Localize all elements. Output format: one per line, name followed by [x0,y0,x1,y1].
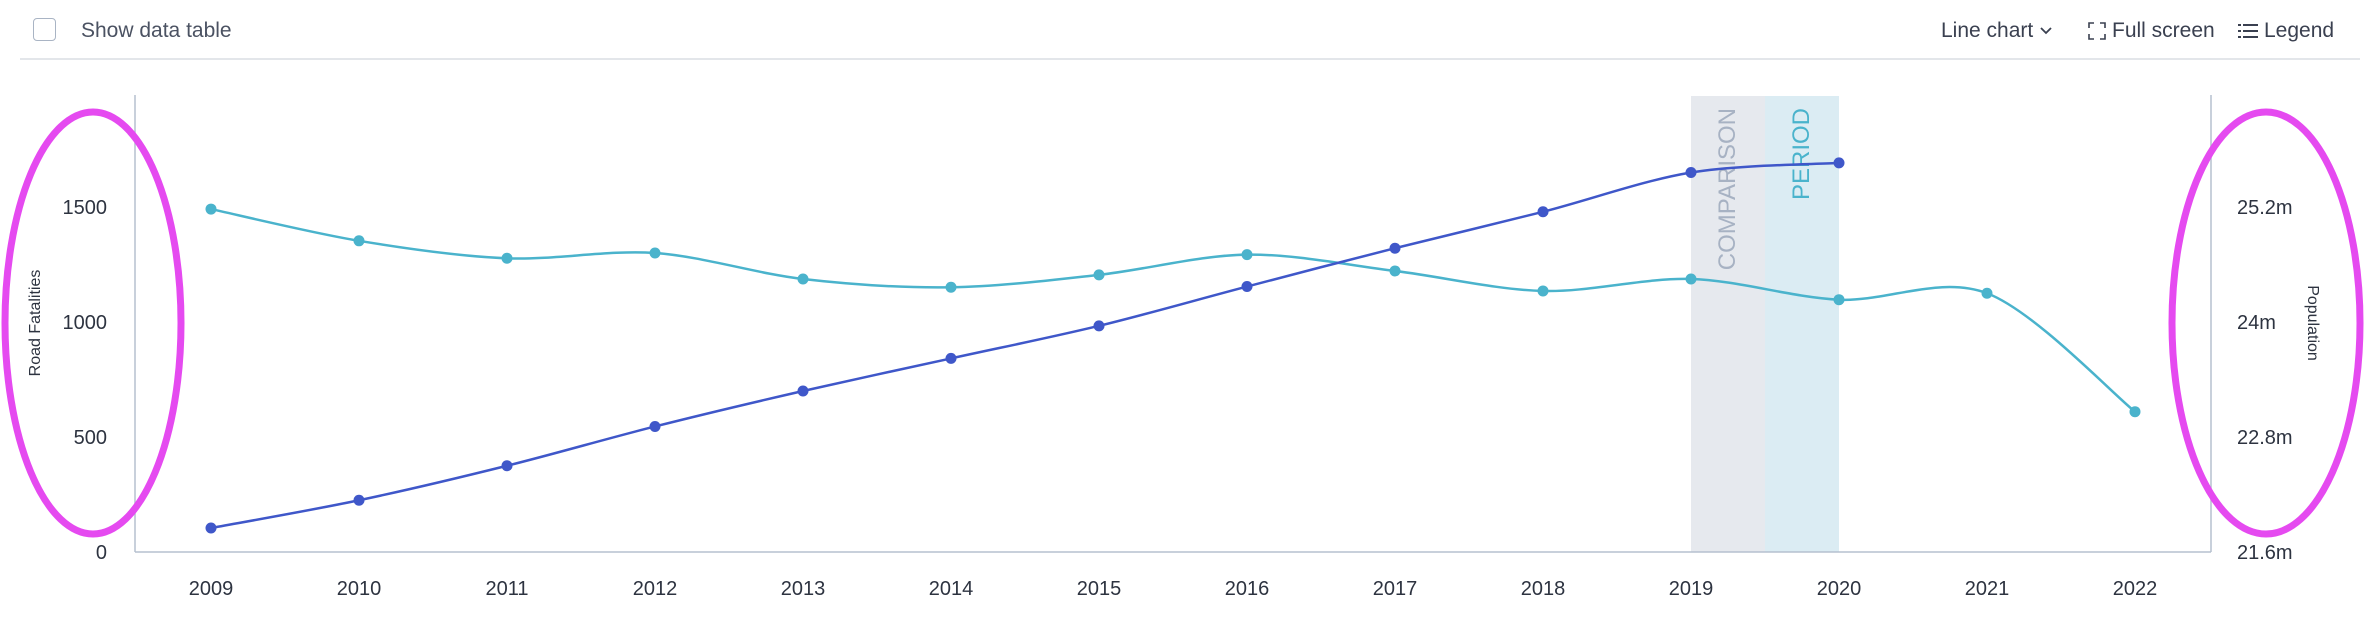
toolbar-divider [20,58,2360,60]
x-tick-label: 2013 [781,578,826,600]
series-point-0 [649,247,661,259]
chevron-down-icon [2040,27,2052,35]
series-point-1 [1389,242,1401,254]
series-point-0 [945,281,957,293]
fullscreen-icon [2088,22,2106,40]
x-tick-label: 2014 [929,578,974,600]
right-tick-label: 22.8m [2237,427,2293,449]
series-point-0 [1537,285,1549,297]
series-point-0 [797,273,809,285]
left-tick-label: 500 [74,427,107,449]
left-tick-label: 1500 [63,197,108,219]
series-point-1 [353,494,365,506]
series-point-0 [1093,269,1105,281]
highlight-ellipse-right [2168,108,2364,538]
series-point-0 [2129,406,2141,418]
band-label: COMPARISON [1714,108,1741,270]
x-tick-label: 2020 [1817,578,1862,600]
left-tick-label: 1000 [63,312,108,334]
series-point-0 [1833,294,1845,306]
series-point-1 [945,352,957,364]
x-tick-label: 2009 [189,578,234,600]
legend-label: Legend [2264,19,2335,42]
right-tick-label: 24m [2237,312,2276,334]
right-tick-label: 21.6m [2237,542,2293,564]
list-icon [2238,24,2258,38]
left-tick-label: 0 [96,542,107,564]
highlight-ellipse-left [1,108,185,538]
series-point-1 [205,522,217,534]
series-point-1 [797,385,809,397]
x-tick-label: 2016 [1225,578,1270,600]
x-tick-label: 2015 [1077,578,1122,600]
series-point-1 [1093,320,1105,332]
chart-toolbar: Show data table Line chart Full screen L… [0,0,2372,60]
legend-button[interactable]: Legend [2238,19,2334,43]
series-point-1 [649,420,661,432]
x-tick-label: 2017 [1373,578,1418,600]
chart-type-dropdown[interactable]: Line chart [1941,19,2053,43]
series-point-1 [1537,206,1549,218]
series-point-0 [353,235,365,247]
right-axis-label: Population [2304,285,2321,361]
chart-type-label: Line chart [1941,19,2034,42]
x-tick-label: 2021 [1965,578,2010,600]
series-point-0 [1241,249,1253,261]
x-tick-label: 2019 [1669,578,1714,600]
full-screen-button[interactable]: Full screen [2088,19,2215,43]
series-point-0 [1389,265,1401,277]
series-point-0 [501,252,513,264]
x-tick-label: 2010 [337,578,382,600]
series-point-0 [1981,287,1993,299]
x-tick-label: 2018 [1521,578,1566,600]
right-tick-label: 25.2m [2237,197,2293,219]
x-tick-label: 2012 [633,578,678,600]
show-data-table-label[interactable]: Show data table [81,19,232,42]
series-line-1 [210,161,1840,530]
series-point-0 [1685,273,1697,285]
series-point-1 [1833,157,1845,169]
left-axis-label: Road Fatalities [27,270,44,377]
series-point-1 [1241,281,1253,293]
band-period [1765,96,1839,552]
series-point-1 [501,460,513,472]
show-data-table-checkbox[interactable] [33,18,56,41]
series-point-1 [1685,167,1697,178]
series-line-0 [210,207,2136,413]
series-point-0 [205,203,217,215]
x-tick-label: 2022 [2113,578,2158,600]
full-screen-label: Full screen [2112,19,2215,42]
band-label: PERIOD [1788,108,1815,200]
x-tick-label: 2011 [485,578,528,600]
